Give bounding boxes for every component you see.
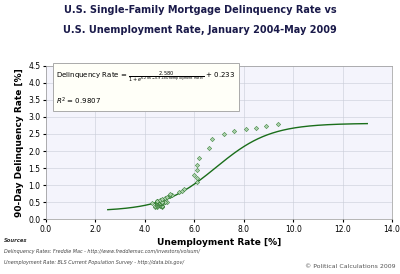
Point xyxy=(154,199,160,204)
Point xyxy=(263,124,269,129)
Point xyxy=(166,192,173,196)
Text: Unemployment Rate: BLS Current Population Survey - http://data.bls.gov/: Unemployment Rate: BLS Current Populatio… xyxy=(4,260,184,265)
Point xyxy=(243,127,249,131)
Point xyxy=(154,202,160,207)
Point xyxy=(154,202,160,206)
Point xyxy=(191,173,198,177)
Point xyxy=(194,168,200,172)
Point xyxy=(253,125,259,130)
Point xyxy=(159,203,165,208)
Point xyxy=(152,204,158,209)
Point xyxy=(194,176,200,181)
Point xyxy=(231,128,237,133)
Point xyxy=(179,189,185,193)
Point xyxy=(156,204,163,209)
Text: Delinquency Rates: Freddie Mac - http://www.freddiemac.com/investors/volsum/: Delinquency Rates: Freddie Mac - http://… xyxy=(4,249,200,254)
Point xyxy=(181,187,188,191)
Point xyxy=(162,196,168,200)
Point xyxy=(159,201,165,206)
Point xyxy=(166,193,173,198)
Point xyxy=(206,145,212,150)
Point xyxy=(154,199,160,203)
Point xyxy=(208,137,215,141)
Point xyxy=(164,200,170,204)
Point xyxy=(164,195,170,199)
Point xyxy=(159,196,165,201)
Point xyxy=(156,198,163,202)
Text: Delinquency Rate = $\frac{2.580}{1+e^{6.286-0.913(\rm{Unemployment\ Rate})}}$ + : Delinquency Rate = $\frac{2.580}{1+e^{6.… xyxy=(56,70,235,107)
Text: U.S. Unemployment Rate, January 2004-May 2009: U.S. Unemployment Rate, January 2004-May… xyxy=(63,25,337,35)
Point xyxy=(162,200,168,205)
Point xyxy=(159,200,165,204)
Point xyxy=(154,204,160,209)
Point xyxy=(156,201,163,206)
Point xyxy=(156,203,163,207)
Point xyxy=(275,122,282,127)
Text: Sources: Sources xyxy=(4,238,28,243)
Point xyxy=(221,132,227,136)
Point xyxy=(159,201,165,205)
Text: © Political Calculations 2009: © Political Calculations 2009 xyxy=(305,264,396,269)
Point xyxy=(152,204,158,209)
Point xyxy=(159,201,165,205)
Point xyxy=(159,201,165,206)
Point xyxy=(159,200,165,204)
Point xyxy=(154,200,160,204)
Point xyxy=(159,203,165,208)
Point xyxy=(169,192,175,197)
Point xyxy=(162,200,168,204)
Point xyxy=(154,199,160,203)
Text: U.S. Single-Family Mortgage Delinquency Rate vs: U.S. Single-Family Mortgage Delinquency … xyxy=(64,5,336,15)
Point xyxy=(159,204,165,209)
Point xyxy=(154,203,160,208)
Point xyxy=(154,201,160,206)
Point xyxy=(194,179,200,184)
Point xyxy=(159,204,165,209)
Point xyxy=(166,194,173,198)
Point xyxy=(154,201,160,206)
X-axis label: Unemployment Rate [%]: Unemployment Rate [%] xyxy=(157,238,281,247)
Point xyxy=(176,190,183,194)
Point xyxy=(149,201,156,206)
Point xyxy=(194,162,200,167)
Point xyxy=(156,201,163,206)
Point xyxy=(196,156,202,160)
Y-axis label: 90-Day Delinquency Rate [%]: 90-Day Delinquency Rate [%] xyxy=(15,68,24,217)
Point xyxy=(156,201,163,206)
Point xyxy=(156,201,163,206)
